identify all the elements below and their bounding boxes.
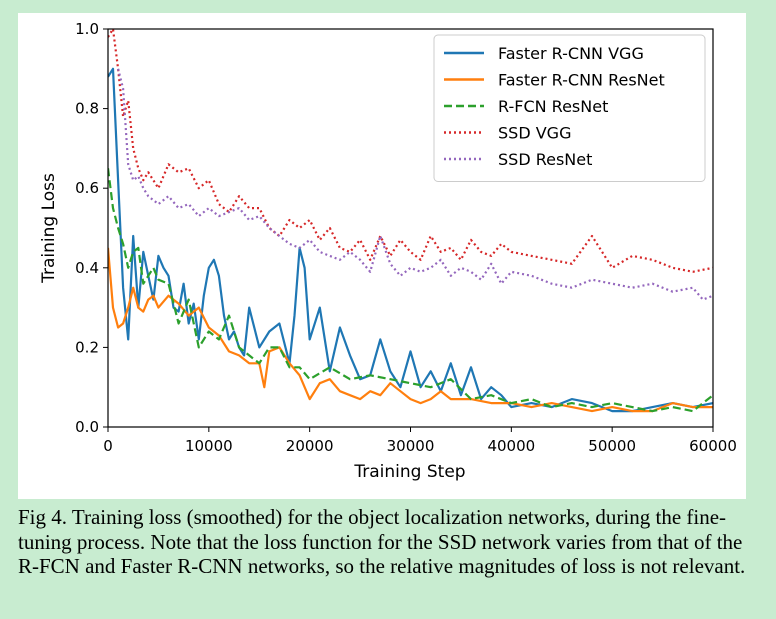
y-tick-label: 0.0: [75, 418, 99, 436]
y-tick-label: 0.2: [75, 338, 99, 356]
x-tick-label: 0: [103, 437, 113, 455]
legend-label-faster-r-cnn-vgg: Faster R-CNN VGG: [498, 44, 644, 63]
x-tick-label: 40000: [487, 437, 535, 455]
legend-box: [433, 34, 706, 182]
x-tick-label: 60000: [689, 437, 737, 455]
series-line-ssd-vgg: [108, 29, 713, 273]
series-line-ssd-resnet: [117, 68, 713, 301]
series-line-faster-r-cnn-vgg: [108, 67, 713, 413]
legend-label-r-fcn-resnet: R-FCN ResNet: [498, 97, 608, 116]
y-tick-label: 0.8: [75, 100, 99, 118]
x-tick-label: 10000: [185, 437, 233, 455]
legend-label-ssd-resnet: SSD ResNet: [498, 150, 592, 169]
series-line-faster-r-cnn-resnet: [108, 247, 713, 413]
figure-panel: 0 10000 20000 30000 40000 50000 60000 0.0 0.2 0.4…: [18, 13, 746, 499]
x-axis-label: Training Step: [353, 462, 465, 482]
y-tick-label: 0.6: [75, 179, 99, 197]
training-loss-chart: 0 10000 20000 30000 40000 50000 60000 0.0 0.2 0.4…: [39, 20, 737, 482]
legend: Faster R-CNN VGG Faster R-CNN ResNet R-FCN…: [433, 34, 706, 182]
y-axis-label: Training Loss: [39, 173, 59, 284]
legend-label-faster-r-cnn-resnet: Faster R-CNN ResNet: [498, 71, 665, 90]
x-tick-label: 30000: [387, 437, 435, 455]
y-tick-label: 1.0: [75, 20, 99, 38]
figure-caption: Fig 4. Training loss (smoothed) for the …: [18, 505, 746, 578]
y-tick-label: 0.4: [75, 259, 99, 277]
series-line-r-fcn-resnet: [108, 168, 713, 413]
x-tick-label: 20000: [286, 437, 334, 455]
legend-label-ssd-vgg: SSD VGG: [498, 124, 571, 143]
x-tick-label: 50000: [588, 437, 636, 455]
